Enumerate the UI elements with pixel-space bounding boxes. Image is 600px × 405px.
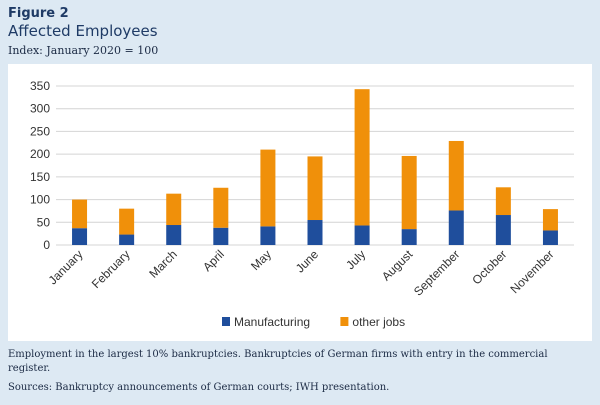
figure-note: Employment in the largest 10% bankruptci…	[8, 349, 548, 374]
figure-label: Figure 2	[8, 6, 69, 21]
y-tick-label: 100	[30, 193, 50, 207]
bar-other-jobs	[307, 156, 323, 221]
bar-other-jobs	[542, 209, 558, 231]
bar-other-jobs	[72, 199, 88, 229]
bar-manufacturing	[119, 234, 135, 245]
bar-manufacturing	[448, 210, 464, 245]
bars	[72, 89, 558, 245]
bar-other-jobs	[448, 140, 464, 211]
bar-manufacturing	[260, 226, 276, 245]
bar-other-jobs	[401, 155, 417, 230]
y-tick-label: 250	[30, 124, 50, 138]
figure-subtitle: Index: January 2020 = 100	[8, 44, 159, 57]
legend-label: Manufacturing	[234, 315, 310, 329]
x-tick-label: February	[89, 247, 133, 291]
x-tick-label: November	[508, 247, 557, 296]
x-axis: January February March April May June July Augu…	[46, 247, 557, 299]
x-tick-label: January	[46, 247, 86, 287]
y-axis: 0 50 100 150 200 250 300 350	[30, 79, 50, 252]
figure-title: Affected Employees	[8, 22, 158, 40]
y-tick-label: 150	[30, 170, 50, 184]
y-tick-label: 300	[30, 102, 50, 116]
legend-swatch	[222, 317, 230, 326]
x-tick-label: August	[379, 247, 416, 284]
bar-manufacturing	[354, 225, 370, 245]
x-tick-label: March	[146, 247, 179, 280]
bar-manufacturing	[401, 229, 417, 245]
legend: Manufacturing other jobs	[222, 315, 405, 329]
y-tick-label: 0	[43, 238, 50, 252]
legend-swatch	[340, 317, 349, 326]
bar-other-jobs	[119, 208, 135, 235]
bar-other-jobs	[260, 149, 276, 227]
x-tick-label: June	[293, 247, 322, 276]
figure-sources: Sources: Bankruptcy announcements of Ger…	[8, 382, 390, 393]
x-tick-label: July	[343, 247, 368, 272]
bar-manufacturing	[495, 215, 511, 245]
x-tick-label: October	[469, 247, 509, 287]
bar-manufacturing	[72, 228, 88, 245]
bar-other-jobs	[354, 89, 370, 226]
y-tick-label: 50	[37, 215, 51, 229]
chart-panel: 0 50 100 150 200 250 300 350 January February Mar…	[8, 64, 592, 341]
bar-other-jobs	[495, 187, 511, 216]
legend-label: other jobs	[352, 315, 405, 329]
bar-manufacturing	[213, 227, 229, 245]
stacked-bar-chart: 0 50 100 150 200 250 300 350 January February Mar…	[30, 79, 574, 329]
bar-manufacturing	[307, 220, 323, 245]
bar-manufacturing	[166, 225, 182, 245]
y-tick-label: 350	[30, 79, 50, 93]
bar-other-jobs	[166, 193, 182, 226]
x-tick-label: September	[411, 247, 462, 298]
bar-other-jobs	[213, 187, 229, 228]
y-tick-label: 200	[30, 147, 50, 161]
x-tick-label: May	[248, 247, 274, 273]
bar-manufacturing	[542, 230, 558, 245]
x-tick-label: April	[200, 247, 227, 274]
